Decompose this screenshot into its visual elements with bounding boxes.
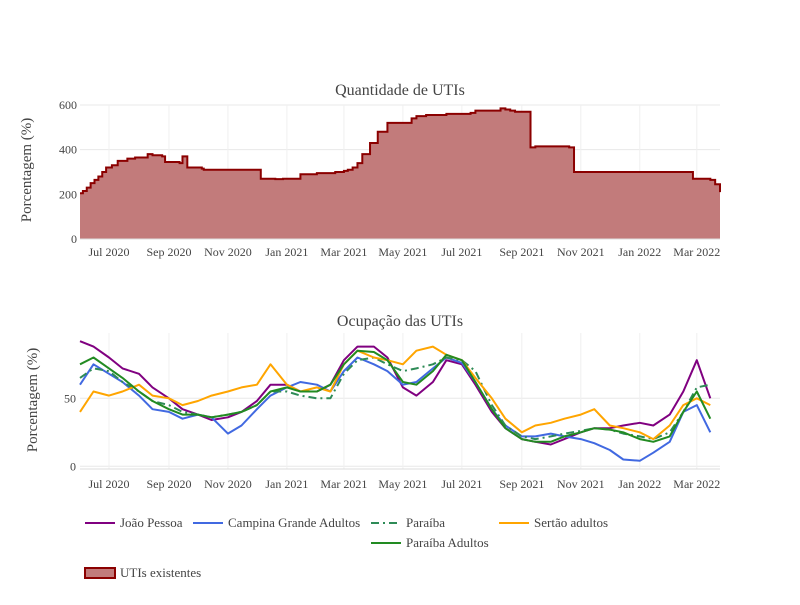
area-line-utis-existentes <box>80 107 721 195</box>
x-tick-label: Mar 2021 <box>320 477 367 491</box>
x-tick-label: Jan 2022 <box>618 477 661 491</box>
y-tick-label: 0 <box>70 459 76 473</box>
x-tick-label: Sep 2021 <box>499 245 544 259</box>
x-tick-label: Jan 2021 <box>265 245 308 259</box>
legend-label-campina-grande-adultos: Campina Grande Adultos <box>228 515 360 530</box>
x-tick-label: Nov 2021 <box>557 477 605 491</box>
x-tick-label: Sep 2020 <box>146 477 191 491</box>
x-tick-label: Mar 2021 <box>320 245 367 259</box>
legend-label-paraiba: Paraíba <box>406 515 445 530</box>
legend-label-joao-pessoa: João Pessoa <box>120 515 183 530</box>
x-tick-label: Jul 2021 <box>441 477 482 491</box>
area-fill-utis-existentes <box>80 108 720 239</box>
x-tick-label: Jul 2020 <box>88 245 129 259</box>
x-tick-label: Nov 2020 <box>204 245 252 259</box>
line-plot: 0 50 Jul 2020 Sep 2020 Nov 2020 Jan 2021 Mar 2… <box>64 333 720 491</box>
x-tick-label: Sep 2021 <box>499 477 544 491</box>
x-tick-label: Mar 2022 <box>673 477 720 491</box>
y-tick-label: 0 <box>71 232 77 246</box>
y-tick-label: 600 <box>59 98 77 112</box>
legend-label-sertao-adultos: Sertão adultos <box>534 515 608 530</box>
series-line-sertao-adultos <box>79 345 711 441</box>
y-tick-label: 200 <box>59 187 77 201</box>
x-tick-label: Mar 2022 <box>673 245 720 259</box>
legend-label-paraiba-adultos: Paraíba Adultos <box>406 535 489 550</box>
legend-label-utis-existentes: UTIs existentes <box>120 565 201 580</box>
y-tick-label: 50 <box>64 391 76 405</box>
series-line-paraiba-adultos <box>79 349 712 443</box>
y-axis-label-bottom: Porcentagem (%) <box>25 348 41 453</box>
x-tick-label: Jul 2020 <box>88 477 129 491</box>
area-plot: 0 200 400 600 Jul 2020 Sep 2020 Nov 2020 Jan 20… <box>59 98 721 259</box>
x-tick-label: May 2021 <box>378 477 427 491</box>
x-tick-label: May 2021 <box>378 245 427 259</box>
x-tick-label: Jul 2021 <box>441 245 482 259</box>
x-tick-label: Sep 2020 <box>146 245 191 259</box>
legend-swatch-utis-existentes <box>84 567 116 579</box>
y-axis-label-top: Porcentagem (%) <box>19 118 35 223</box>
series-line-joao-pessoa <box>79 340 712 446</box>
x-tick-label: Jan 2021 <box>265 477 308 491</box>
series-line-campina-grande-adultos <box>79 356 712 462</box>
x-tick-label: Nov 2020 <box>204 477 252 491</box>
x-tick-label: Jan 2022 <box>618 245 661 259</box>
y-tick-label: 400 <box>59 143 77 157</box>
legend: João Pessoa Campina Grande Adultos Paraíba… <box>84 515 608 580</box>
x-tick-label: Nov 2021 <box>557 245 605 259</box>
chart-title-uti-occupancy: Ocupação das UTIs <box>337 313 463 330</box>
chart-title-uti-count: Quantidade de UTIs <box>335 82 465 99</box>
